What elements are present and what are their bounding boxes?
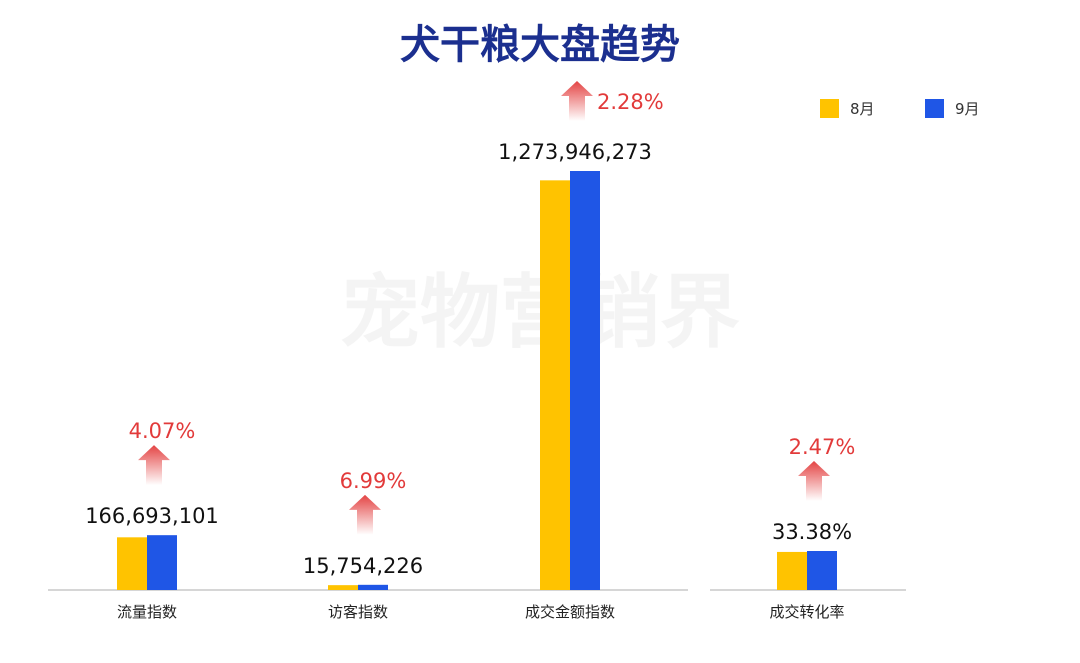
legend-label: 8月 xyxy=(850,100,875,118)
change-label: 6.99% xyxy=(340,469,407,493)
chart-title: 犬干粮大盘趋势 xyxy=(400,22,680,68)
value-label: 15,754,226 xyxy=(303,554,423,578)
value-label: 33.38% xyxy=(772,520,852,544)
category-label: 访客指数 xyxy=(328,603,388,621)
plot-area: 166,693,101 4.07% 流量指数 15,754,226 6.99% 访客指数 1… xyxy=(48,81,906,621)
category-label: 流量指数 xyxy=(117,603,177,621)
value-label: 166,693,101 xyxy=(85,504,219,528)
bar-8-成交转化率 xyxy=(777,551,807,590)
bar-9-成交金额指数 xyxy=(570,171,600,590)
value-label: 1,273,946,273 xyxy=(498,140,652,164)
change-label: 2.28% xyxy=(597,90,664,114)
legend-swatch xyxy=(925,99,944,118)
bar-9-访客指数 xyxy=(358,584,388,590)
increase-arrow-icon xyxy=(138,445,170,486)
bar-8-成交金额指数 xyxy=(540,180,570,590)
bar-8-访客指数 xyxy=(328,585,358,590)
bar-9-流量指数 xyxy=(147,535,177,590)
change-label: 2.47% xyxy=(789,435,856,459)
increase-arrow-icon xyxy=(349,494,381,535)
increase-arrow-icon xyxy=(561,81,593,121)
change-label: 4.07% xyxy=(129,419,196,443)
category-label: 成交金额指数 xyxy=(525,603,615,621)
bar-9-成交转化率 xyxy=(807,551,837,590)
legend-swatch xyxy=(820,99,839,118)
increase-arrow-icon xyxy=(798,461,830,501)
bar-8-流量指数 xyxy=(117,537,147,590)
category-label: 成交转化率 xyxy=(769,603,844,621)
legend: 8月 9月 xyxy=(820,99,980,118)
legend-label: 9月 xyxy=(955,100,980,118)
